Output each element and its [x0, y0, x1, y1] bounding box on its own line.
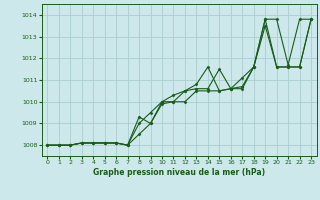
- X-axis label: Graphe pression niveau de la mer (hPa): Graphe pression niveau de la mer (hPa): [93, 168, 265, 177]
